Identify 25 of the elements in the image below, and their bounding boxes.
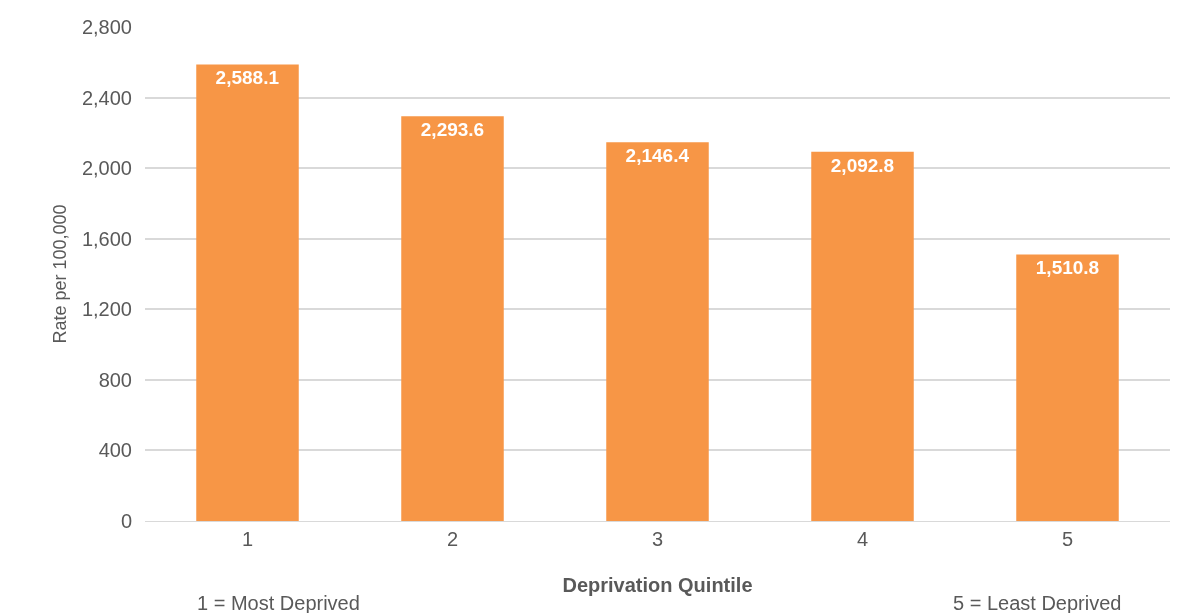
y-tick-label: 2,000 — [81, 157, 132, 180]
bar — [606, 142, 709, 521]
y-tick-label: 2,400 — [81, 86, 132, 109]
bar — [196, 64, 299, 521]
y-tick-label: 1,200 — [81, 298, 132, 321]
data-label: 2,146.4 — [625, 145, 690, 167]
x-axis-title: Deprivation Quintile — [562, 573, 753, 596]
y-tick-label: 0 — [120, 510, 132, 532]
x-tick-label: 2 — [446, 528, 459, 550]
y-tick-label: 1,600 — [81, 227, 132, 250]
data-label: 2,588.1 — [215, 67, 280, 89]
data-label: 1,510.8 — [1035, 257, 1100, 279]
y-tick-label: 2,800 — [81, 16, 132, 38]
bar — [401, 116, 504, 521]
x-tick-label: 3 — [651, 528, 664, 550]
y-tick-label: 400 — [98, 439, 132, 462]
y-axis-title: Rate per 100,000 — [50, 204, 71, 344]
x-tick-label: 1 — [241, 528, 254, 550]
bar — [811, 151, 914, 521]
data-label: 2,092.8 — [830, 154, 895, 176]
data-label: 2,293.6 — [420, 119, 485, 141]
y-tick-label: 800 — [98, 368, 132, 391]
bar — [1016, 254, 1119, 521]
x-tick-label: 5 — [1061, 528, 1074, 550]
x-tick-label: 4 — [856, 528, 869, 550]
